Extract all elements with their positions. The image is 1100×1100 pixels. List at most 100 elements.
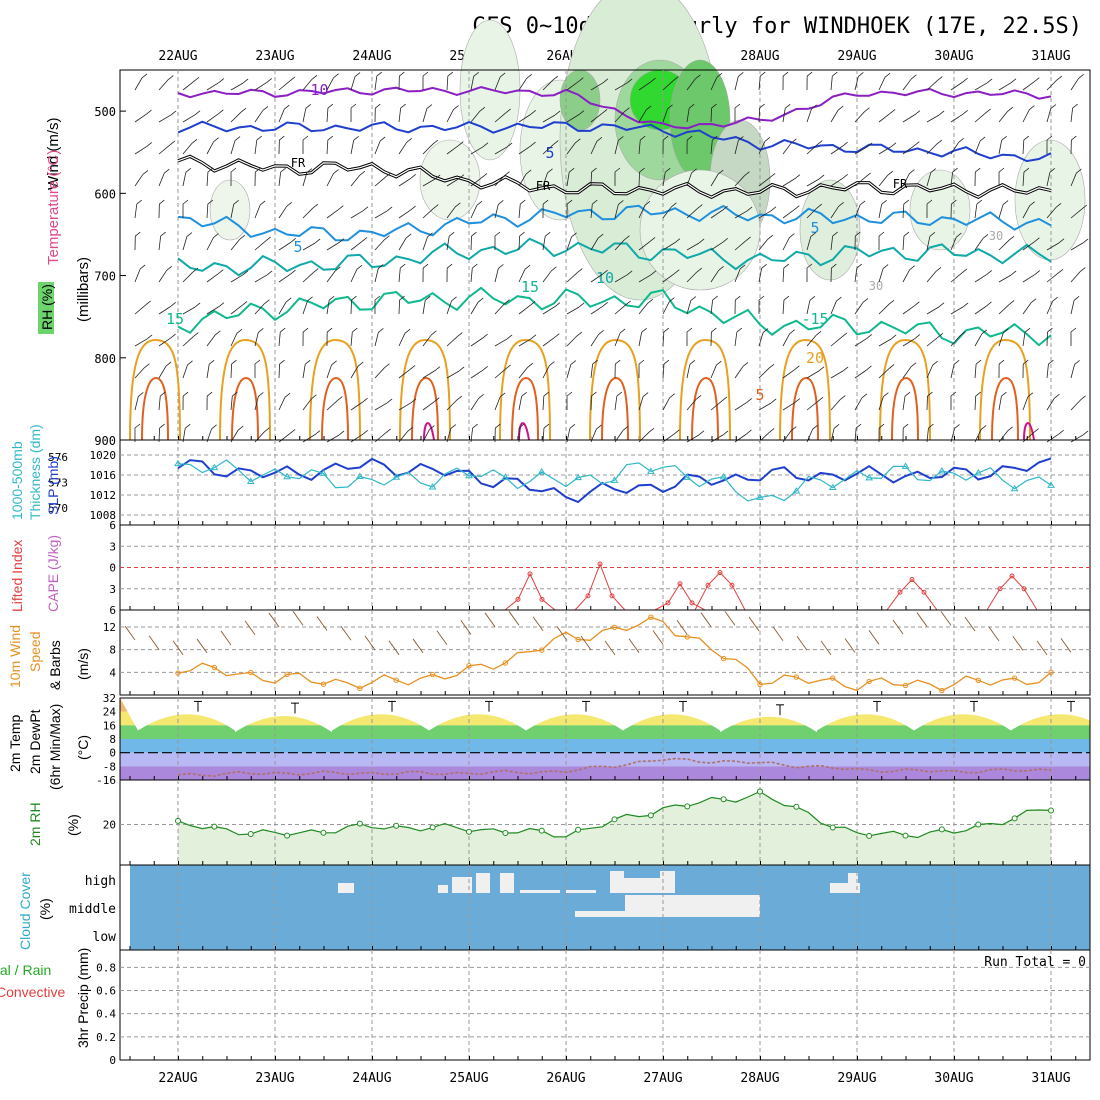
wind-barb — [278, 108, 285, 123]
wind-barb-feather — [842, 174, 848, 179]
wind-barb-feather — [638, 359, 645, 365]
wind-barb-feather — [817, 396, 824, 402]
wind-barb-feather — [794, 174, 801, 179]
wind-barb-feather — [770, 398, 777, 404]
wind-barb-feather — [506, 334, 513, 340]
wind-barb-feather — [431, 330, 437, 336]
wind-barb-feather — [448, 231, 455, 237]
precip-tick-0: 0.8 — [96, 961, 116, 974]
wind-barb-feather — [447, 71, 454, 77]
rh-marker-10 — [538, 827, 545, 834]
wind10-barb — [508, 611, 520, 626]
wind-barb — [302, 272, 314, 283]
wind-barb — [518, 235, 520, 251]
wind-barb — [734, 210, 748, 219]
wind-barb-feather — [570, 360, 577, 365]
wind-barb-feather — [160, 231, 166, 237]
wind-barb-feather — [552, 75, 559, 81]
contour-label-10: -15 — [801, 310, 828, 328]
bottom-date-6: 28AUG — [740, 1071, 779, 1086]
wind-barb-feather — [242, 78, 249, 84]
wind-barb-feather — [695, 395, 702, 400]
ylabel-cape: CAPE (J/kg) — [45, 535, 61, 612]
contour-25-1 — [231, 376, 259, 441]
wind-barb — [542, 365, 550, 379]
wind-barb — [926, 336, 939, 347]
wind-barb — [230, 82, 244, 91]
wind-barb-feather — [335, 266, 341, 272]
wind-barb-feather — [1054, 393, 1060, 399]
wind-barb — [230, 363, 232, 379]
wind-barb-feather — [456, 395, 463, 401]
temp-tick-4: 0 — [109, 747, 116, 760]
wind-barb-feather — [399, 71, 405, 77]
wind-barb-feather — [951, 199, 957, 205]
bottom-date-axis: 22AUG 23AUG 24AUG 25AUG 26AUG 27AUG 28AUG 29AUG… — [158, 1071, 1070, 1086]
wind-barb-feather — [422, 263, 429, 269]
wind-barb-feather — [914, 110, 921, 115]
wind-barb-feather — [553, 140, 559, 145]
wind10-barb — [244, 620, 256, 635]
wind-barb — [518, 173, 527, 187]
wind-barb-feather — [760, 71, 766, 77]
wind-barb — [422, 143, 434, 155]
mb-label-4: 900 — [94, 434, 116, 448]
wind-barb-feather — [481, 173, 488, 178]
wind-barb-feather — [524, 265, 531, 270]
slp-tick-1: 1016 — [90, 469, 117, 482]
wind-barb-feather — [742, 362, 749, 367]
contour-25-5 — [601, 376, 629, 441]
wind10-barb — [604, 640, 616, 656]
wind-barb — [878, 268, 884, 283]
wind-barb — [182, 114, 196, 123]
thick-marker-23 — [1010, 484, 1019, 492]
wind-barb — [590, 204, 593, 219]
wind-barb-feather — [739, 264, 746, 270]
wind-barb-feather — [473, 71, 479, 77]
wind-barb — [470, 268, 473, 283]
wind-barb — [182, 336, 194, 347]
wind-barb-feather — [400, 103, 406, 109]
wind-barb — [614, 239, 625, 251]
ylabel-2mrh: 2m RH — [27, 802, 43, 846]
cloud-cover-panel: high middle low — [69, 864, 1091, 951]
wind-barb-feather — [141, 73, 148, 79]
wind-barb-feather — [832, 231, 838, 237]
wind-barb-feather — [864, 107, 870, 113]
wind-barb-feather — [691, 168, 697, 174]
wind-barb — [974, 333, 983, 347]
thick-marker-0 — [174, 459, 182, 467]
wind-barb — [854, 268, 858, 283]
wind10-barb — [316, 616, 328, 631]
wind-barb-feather — [192, 267, 199, 273]
wind-barb — [494, 112, 506, 123]
wind-barb-feather — [794, 398, 801, 403]
wind-marker-8 — [466, 663, 472, 669]
wind-barb — [1070, 208, 1083, 219]
wind-barb-feather — [146, 142, 153, 147]
wind-barb — [902, 78, 912, 91]
wind-barb — [158, 114, 172, 123]
wind-barb — [974, 204, 978, 219]
wind-barb-feather — [1001, 391, 1007, 397]
wind-barb-feather — [458, 366, 465, 372]
wind-barb — [998, 239, 1010, 251]
wind10-barb — [532, 616, 544, 631]
wind-barb — [758, 268, 763, 283]
wind-barb-feather — [578, 110, 585, 115]
cloud-level-0: high — [85, 874, 116, 889]
ylabel-2mtemp: 2m Temp — [7, 714, 23, 772]
wind-barb — [158, 337, 171, 347]
wind-barb-feather — [265, 236, 271, 242]
wind-barb-feather — [434, 174, 441, 180]
wind-barb-feather — [384, 363, 390, 369]
wind-barb-feather — [432, 139, 439, 145]
wind-barb-feather — [1074, 360, 1080, 365]
wind-barb — [974, 112, 986, 123]
precip-tick-4: 0 — [109, 1054, 116, 1067]
wind-barb — [686, 271, 698, 283]
wind-barb-feather — [405, 233, 412, 239]
wind-barb-feather — [376, 71, 383, 77]
temp-tick-1: 24 — [103, 706, 117, 719]
wind-barb-feather — [264, 427, 270, 433]
